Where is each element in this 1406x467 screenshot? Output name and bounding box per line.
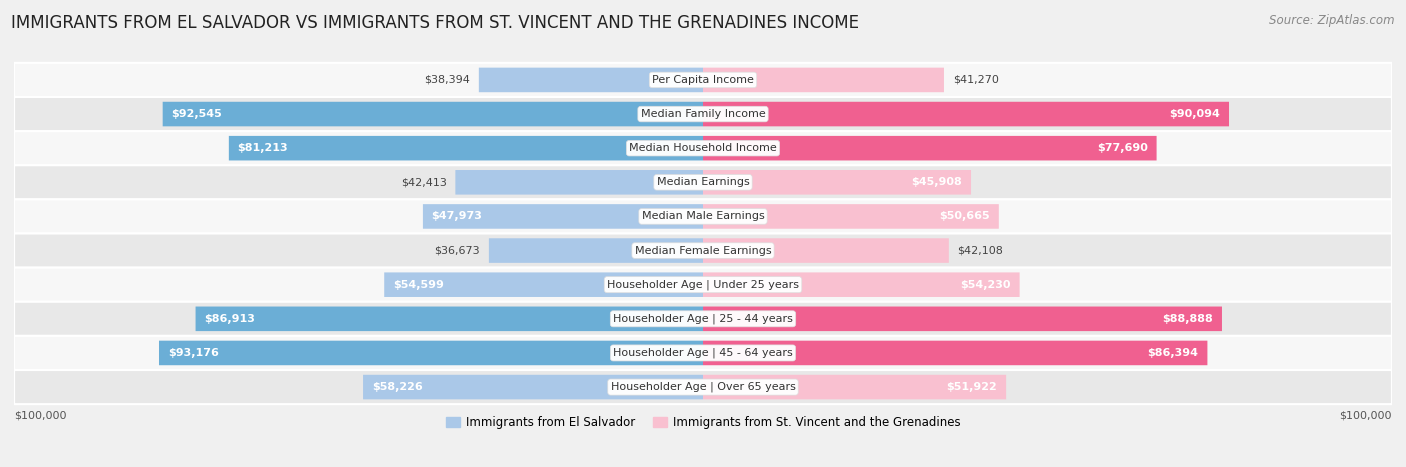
Text: $58,226: $58,226 [371, 382, 423, 392]
FancyBboxPatch shape [14, 199, 1392, 234]
Text: IMMIGRANTS FROM EL SALVADOR VS IMMIGRANTS FROM ST. VINCENT AND THE GRENADINES IN: IMMIGRANTS FROM EL SALVADOR VS IMMIGRANT… [11, 14, 859, 32]
FancyBboxPatch shape [163, 102, 703, 127]
Text: Householder Age | 45 - 64 years: Householder Age | 45 - 64 years [613, 348, 793, 358]
FancyBboxPatch shape [14, 302, 1392, 336]
FancyBboxPatch shape [14, 336, 1392, 370]
FancyBboxPatch shape [195, 306, 703, 331]
Text: $36,673: $36,673 [434, 246, 479, 255]
FancyBboxPatch shape [703, 238, 949, 263]
Text: $100,000: $100,000 [14, 411, 66, 421]
Text: Source: ZipAtlas.com: Source: ZipAtlas.com [1270, 14, 1395, 27]
Text: Householder Age | 25 - 44 years: Householder Age | 25 - 44 years [613, 313, 793, 324]
FancyBboxPatch shape [703, 68, 943, 92]
Text: $92,545: $92,545 [172, 109, 222, 119]
Text: $41,270: $41,270 [953, 75, 998, 85]
Text: Median Male Earnings: Median Male Earnings [641, 212, 765, 221]
FancyBboxPatch shape [384, 272, 703, 297]
Text: Median Household Income: Median Household Income [628, 143, 778, 153]
Text: $86,913: $86,913 [204, 314, 256, 324]
Text: $42,413: $42,413 [401, 177, 447, 187]
Text: $51,922: $51,922 [946, 382, 997, 392]
Text: Median Female Earnings: Median Female Earnings [634, 246, 772, 255]
Text: Median Earnings: Median Earnings [657, 177, 749, 187]
FancyBboxPatch shape [14, 97, 1392, 131]
Text: Median Family Income: Median Family Income [641, 109, 765, 119]
FancyBboxPatch shape [703, 170, 972, 195]
Text: $93,176: $93,176 [167, 348, 218, 358]
FancyBboxPatch shape [14, 268, 1392, 302]
FancyBboxPatch shape [703, 306, 1222, 331]
Text: $88,888: $88,888 [1163, 314, 1213, 324]
FancyBboxPatch shape [703, 375, 1007, 399]
FancyBboxPatch shape [479, 68, 703, 92]
FancyBboxPatch shape [14, 370, 1392, 404]
FancyBboxPatch shape [229, 136, 703, 161]
Text: $50,665: $50,665 [939, 212, 990, 221]
FancyBboxPatch shape [159, 340, 703, 365]
FancyBboxPatch shape [703, 102, 1229, 127]
FancyBboxPatch shape [703, 136, 1157, 161]
Text: Householder Age | Under 25 years: Householder Age | Under 25 years [607, 279, 799, 290]
Text: $90,094: $90,094 [1170, 109, 1220, 119]
FancyBboxPatch shape [703, 340, 1208, 365]
FancyBboxPatch shape [14, 63, 1392, 97]
Text: $81,213: $81,213 [238, 143, 288, 153]
Text: $38,394: $38,394 [425, 75, 470, 85]
Text: Householder Age | Over 65 years: Householder Age | Over 65 years [610, 382, 796, 392]
Text: $54,599: $54,599 [394, 280, 444, 290]
Text: $54,230: $54,230 [960, 280, 1011, 290]
Text: $47,973: $47,973 [432, 212, 482, 221]
FancyBboxPatch shape [423, 204, 703, 229]
FancyBboxPatch shape [14, 234, 1392, 268]
Legend: Immigrants from El Salvador, Immigrants from St. Vincent and the Grenadines: Immigrants from El Salvador, Immigrants … [441, 411, 965, 433]
FancyBboxPatch shape [703, 204, 998, 229]
FancyBboxPatch shape [14, 165, 1392, 199]
FancyBboxPatch shape [456, 170, 703, 195]
Text: $77,690: $77,690 [1097, 143, 1147, 153]
FancyBboxPatch shape [489, 238, 703, 263]
Text: $42,108: $42,108 [957, 246, 1004, 255]
Text: $86,394: $86,394 [1147, 348, 1199, 358]
FancyBboxPatch shape [363, 375, 703, 399]
Text: $100,000: $100,000 [1340, 411, 1392, 421]
Text: Per Capita Income: Per Capita Income [652, 75, 754, 85]
Text: $45,908: $45,908 [911, 177, 962, 187]
FancyBboxPatch shape [703, 272, 1019, 297]
FancyBboxPatch shape [14, 131, 1392, 165]
